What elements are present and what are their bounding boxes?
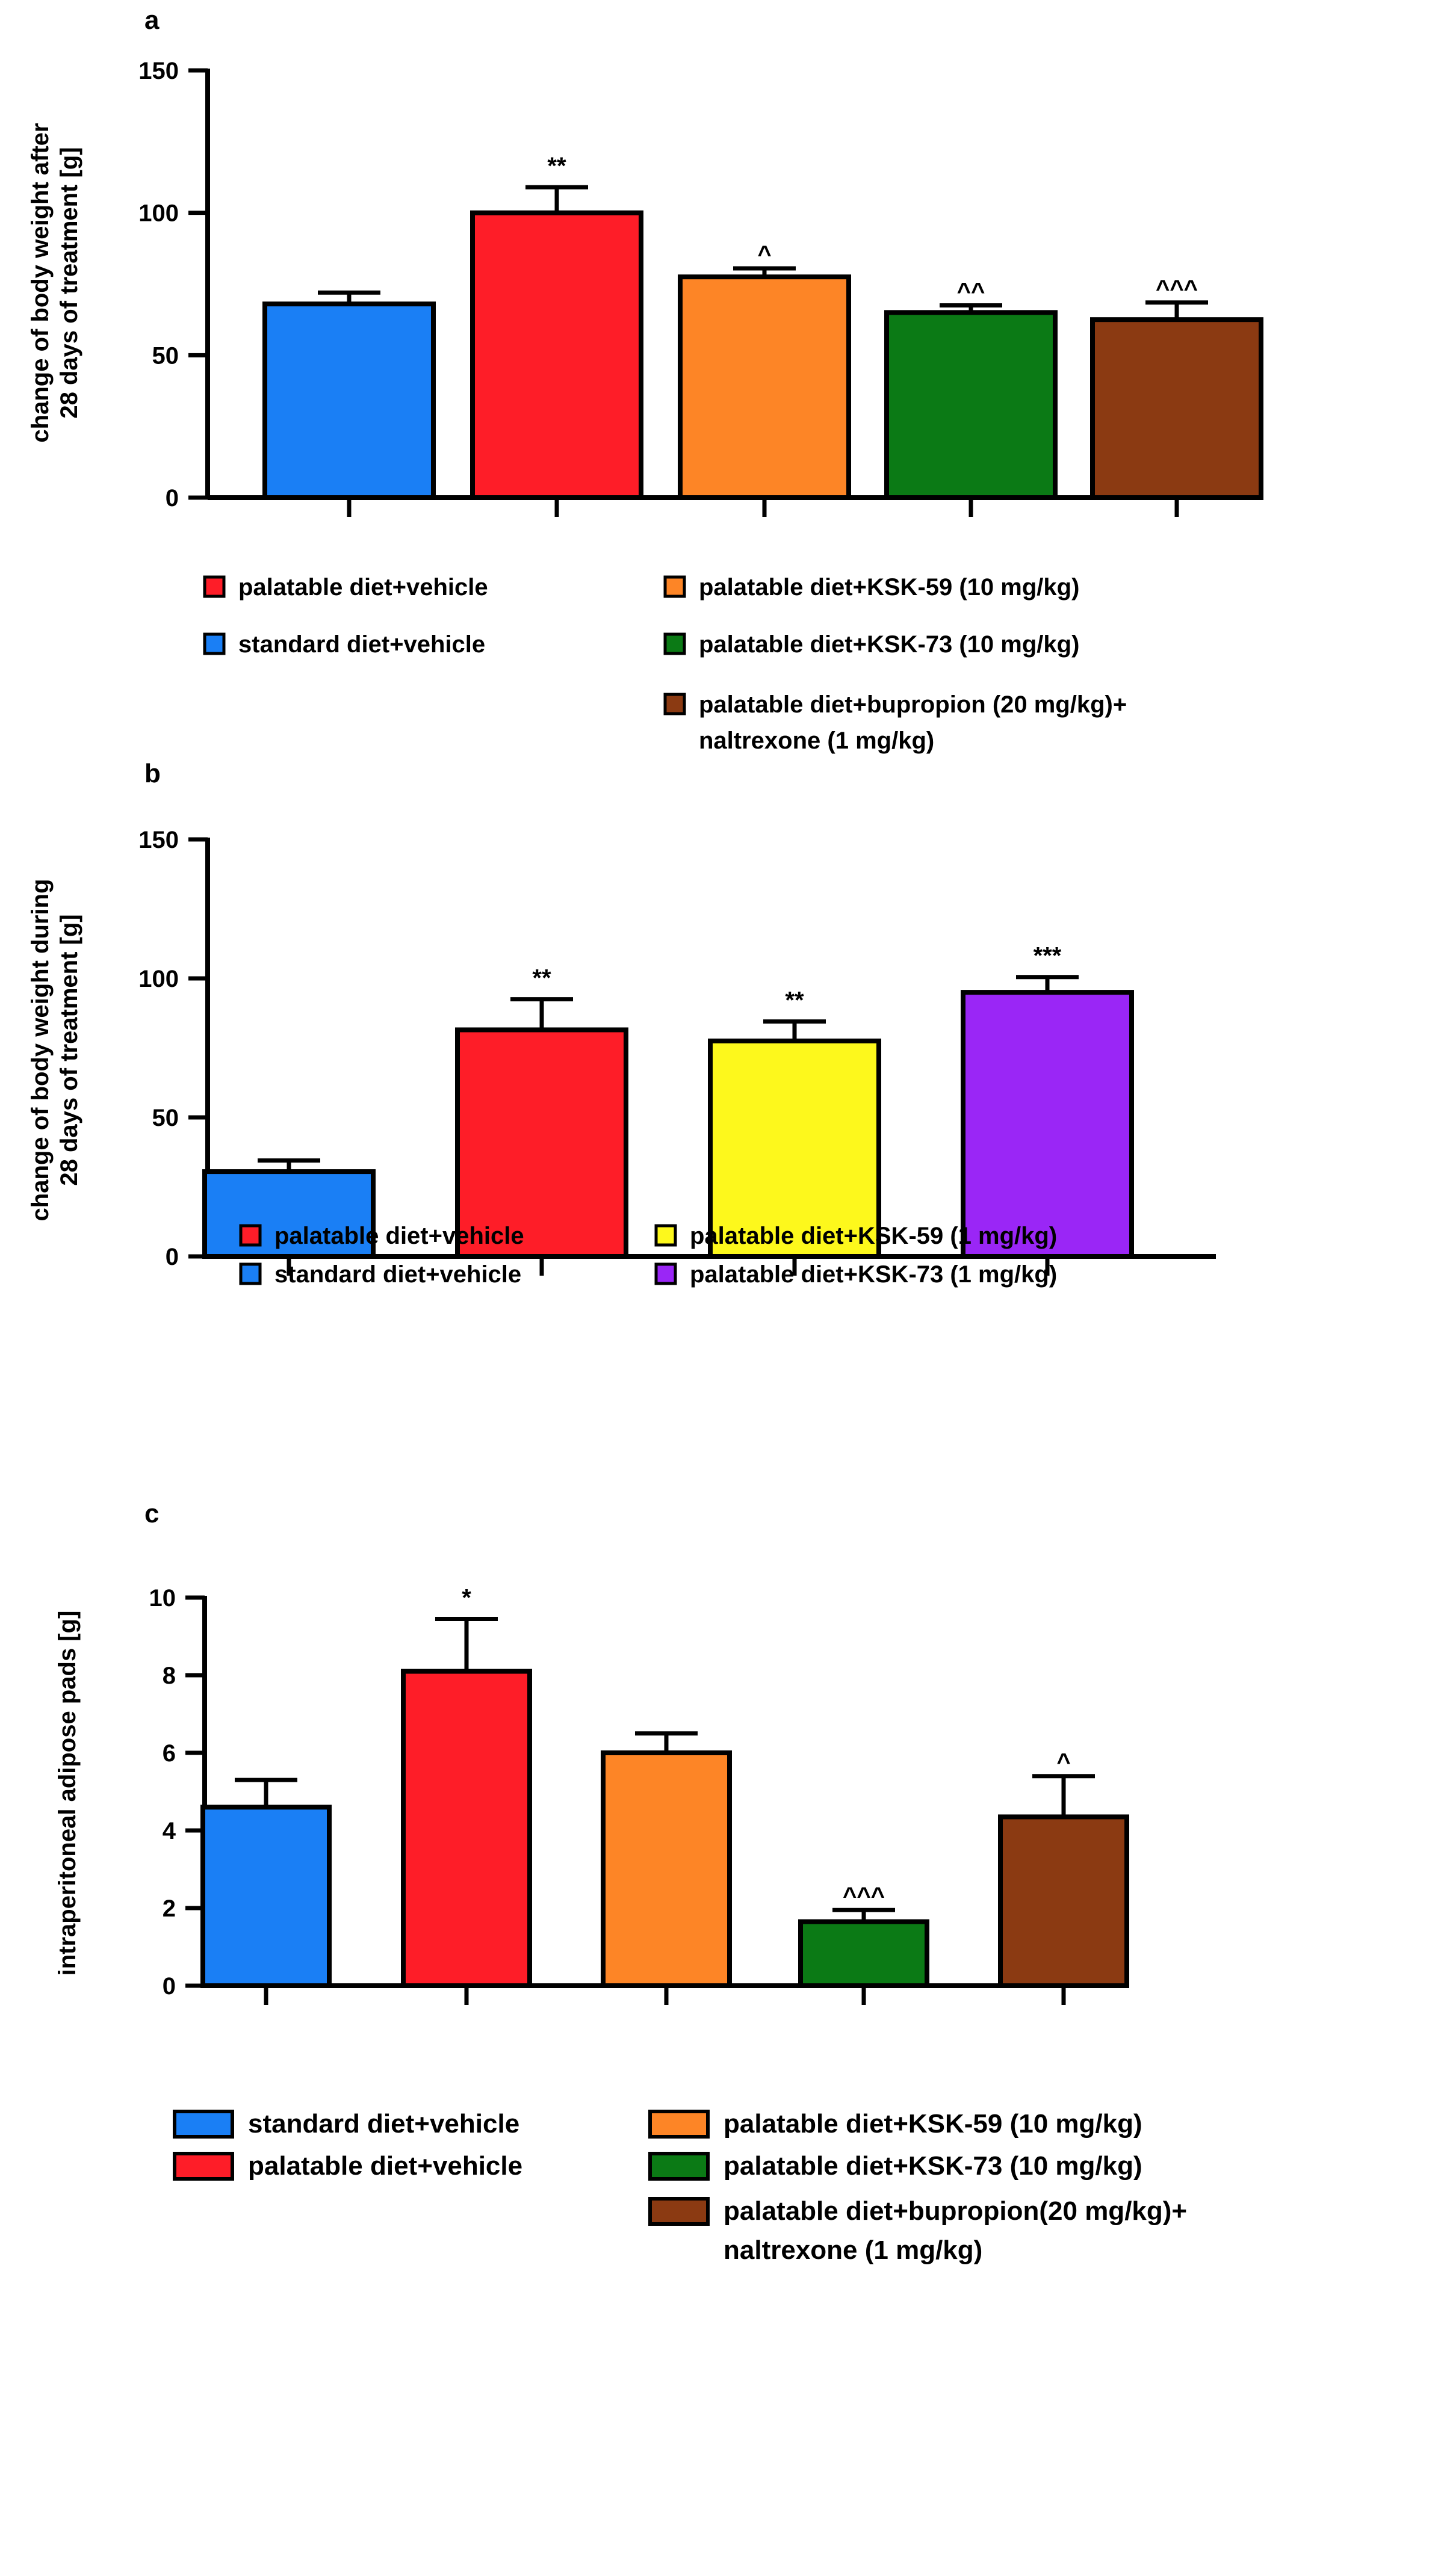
- bar: [884, 310, 1058, 500]
- legend-label: palatable diet+KSK-59 (10 mg/kg): [699, 574, 1079, 601]
- legend-swatch: [654, 1224, 677, 1247]
- significance-label: ^: [1056, 1749, 1070, 1776]
- bar: [798, 1919, 929, 1988]
- bar: [470, 210, 643, 500]
- y-tick-label: 150: [138, 827, 179, 853]
- legend-label: standard diet+vehicle: [248, 2109, 519, 2139]
- legend-swatch: [654, 1262, 677, 1285]
- significance-label: *: [462, 1584, 471, 1611]
- y-tick-label: 6: [163, 1740, 176, 1767]
- significance-label: ^^^: [1156, 276, 1198, 302]
- legend-label: palatable diet+KSK-73 (10 mg/kg): [724, 2151, 1142, 2181]
- legend-label: palatable diet+KSK-59 (10 mg/kg): [724, 2109, 1142, 2139]
- y-axis-label-line: 28 days of treatment [g]: [56, 914, 82, 1185]
- bar: [1090, 317, 1263, 501]
- significance-label: **: [547, 153, 566, 179]
- bar: [678, 274, 851, 500]
- legend-label: palatable diet+KSK-59 (1 mg/kg): [690, 1223, 1057, 1249]
- significance-label: ^^: [957, 279, 985, 305]
- legend-label: palatable diet+bupropion(20 mg/kg)+: [724, 2196, 1187, 2226]
- y-tick-label: 4: [163, 1818, 176, 1844]
- bar: [262, 301, 436, 500]
- panel-label: b: [144, 759, 161, 788]
- bar: [961, 990, 1134, 1259]
- legend-swatch: [203, 632, 226, 655]
- bar: [455, 1027, 628, 1259]
- significance-label: **: [532, 965, 551, 992]
- legend-swatch: [663, 632, 686, 655]
- legend-label: palatable diet+vehicle: [238, 574, 488, 601]
- significance-label: **: [785, 987, 804, 1014]
- legend-label: palatable diet+KSK-73 (1 mg/kg): [690, 1261, 1057, 1288]
- legend-swatch: [239, 1262, 262, 1285]
- panel-c: c intraperitoneal adipose pads [g] 0 2 4 6 8 10…: [54, 1499, 1187, 2265]
- legend-swatch: [663, 575, 686, 598]
- legend-label-continued: naltrexone (1 mg/kg): [699, 727, 934, 754]
- y-tick-label: 0: [166, 485, 179, 511]
- y-tick-label: 2: [163, 1895, 176, 1922]
- y-tick-label: 0: [166, 1244, 179, 1270]
- y-axis-label: intraperitoneal adipose pads [g]: [54, 1611, 81, 1976]
- y-axis-label: change of body weight after 28 days of tr…: [27, 123, 82, 442]
- panel-label: a: [144, 5, 160, 35]
- y-tick-label: 150: [138, 58, 179, 84]
- bar: [601, 1750, 732, 1988]
- y-tick-label: 10: [149, 1585, 176, 1611]
- legend-swatch: [648, 2110, 710, 2139]
- panel-label: c: [144, 1499, 159, 1528]
- significance-label: ^: [757, 241, 771, 268]
- legend-swatch: [663, 693, 686, 715]
- legend-swatch: [173, 2152, 234, 2181]
- bar: [401, 1669, 532, 1989]
- legend-swatch: [648, 2197, 710, 2226]
- legend-label: standard diet+vehicle: [274, 1261, 521, 1288]
- bar: [998, 1814, 1129, 1989]
- y-tick-label: 100: [138, 966, 179, 992]
- legend-swatch: [173, 2110, 234, 2139]
- legend-label-continued: naltrexone (1 mg/kg): [724, 2235, 982, 2265]
- legend-swatch: [648, 2152, 710, 2181]
- y-axis-label: change of body weight during 28 days of t…: [27, 879, 82, 1222]
- y-tick-label: 50: [152, 342, 179, 369]
- legend-label: palatable diet+vehicle: [248, 2151, 522, 2181]
- legend-label: palatable diet+vehicle: [274, 1223, 524, 1249]
- significance-label: ***: [1034, 943, 1062, 969]
- legend-label: palatable diet+KSK-73 (10 mg/kg): [699, 631, 1079, 658]
- y-axis-label-line: change of body weight during: [27, 879, 54, 1222]
- significance-label: ^^^: [843, 1883, 885, 1909]
- bar: [200, 1805, 332, 1989]
- y-tick-label: 0: [163, 1973, 176, 2000]
- y-tick-label: 8: [163, 1663, 176, 1689]
- legend-swatch: [239, 1224, 262, 1247]
- panel-a: a change of body weight after 28 days of t…: [27, 5, 1263, 754]
- legend-label: standard diet+vehicle: [238, 631, 485, 658]
- y-axis-label-line: intraperitoneal adipose pads [g]: [54, 1611, 81, 1976]
- bar: [708, 1038, 881, 1259]
- legend-label: palatable diet+bupropion (20 mg/kg)+: [699, 691, 1127, 718]
- legend-swatch: [203, 575, 226, 598]
- panel-b: b change of body weight during 28 days of …: [27, 759, 1216, 1288]
- bar: [202, 1169, 376, 1259]
- y-tick-label: 50: [152, 1105, 179, 1131]
- y-tick-label: 100: [138, 200, 179, 227]
- y-axis-label-line: change of body weight after: [27, 123, 54, 442]
- y-axis-label-line: 28 days of treatment [g]: [56, 147, 82, 418]
